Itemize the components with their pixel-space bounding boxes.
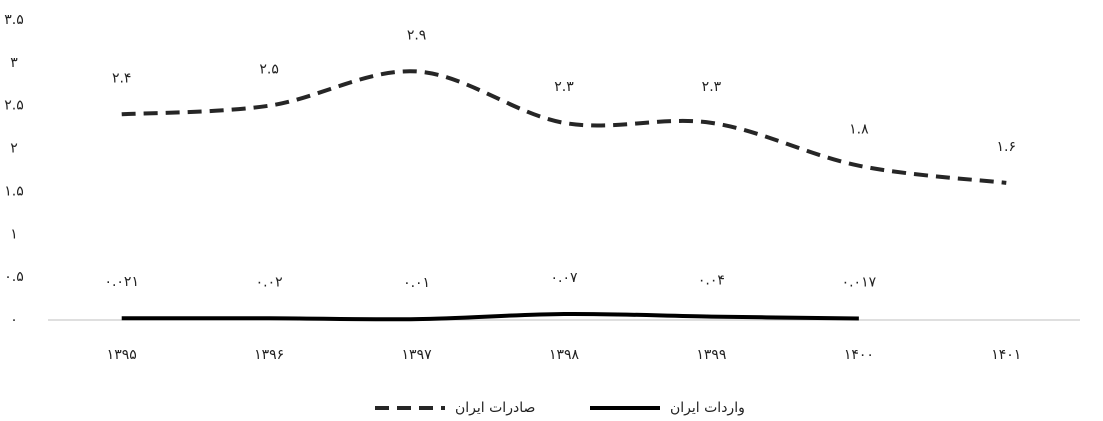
- y-tick-label: ۰.۵: [4, 269, 24, 285]
- y-tick-label: ۰: [10, 312, 18, 328]
- data-label: ۰.۰۴: [698, 273, 725, 289]
- data-label: ۱.۶: [997, 139, 1017, 155]
- x-tick-label: ۱۴۰۰: [844, 347, 874, 363]
- x-tick-label: ۱۳۹۵: [107, 347, 137, 363]
- y-tick-label: ۳.۵: [4, 12, 24, 28]
- y-tick-label: ۳: [10, 55, 18, 71]
- y-tick-label: ۲: [10, 141, 18, 157]
- data-label: ۰.۰۲: [256, 274, 283, 290]
- data-label: ۲.۳: [702, 79, 722, 95]
- legend-label: واردات ایران: [670, 400, 745, 416]
- data-label: ۰.۰۱۷: [842, 275, 877, 291]
- data-label: ۰.۰۷: [550, 270, 577, 286]
- x-tick-label: ۱۴۰۱: [991, 347, 1021, 363]
- data-label: ۲.۵: [259, 62, 279, 78]
- x-tick-label: ۱۳۹۶: [254, 347, 284, 363]
- data-label: ۲.۴: [112, 70, 132, 86]
- data-label: ۲.۳: [554, 79, 574, 95]
- data-label: ۰.۰۲۱: [104, 274, 139, 290]
- x-tick-label: ۱۳۹۸: [549, 347, 580, 363]
- x-tick-label: ۱۳۹۹: [696, 347, 726, 363]
- x-tick-label: ۱۳۹۷: [402, 347, 433, 363]
- series-line: [121, 69, 1007, 185]
- data-label: ۰.۰۱: [403, 275, 430, 291]
- y-tick-label: ۲.۵: [4, 98, 24, 114]
- y-tick-label: ۱.۵: [4, 183, 24, 199]
- y-tick-label: ۱: [10, 226, 18, 242]
- data-label: ۲.۹: [407, 27, 427, 43]
- legend-label: صادرات ایران: [455, 400, 535, 416]
- data-label: ۱.۸: [849, 122, 869, 138]
- series-line: [121, 311, 859, 322]
